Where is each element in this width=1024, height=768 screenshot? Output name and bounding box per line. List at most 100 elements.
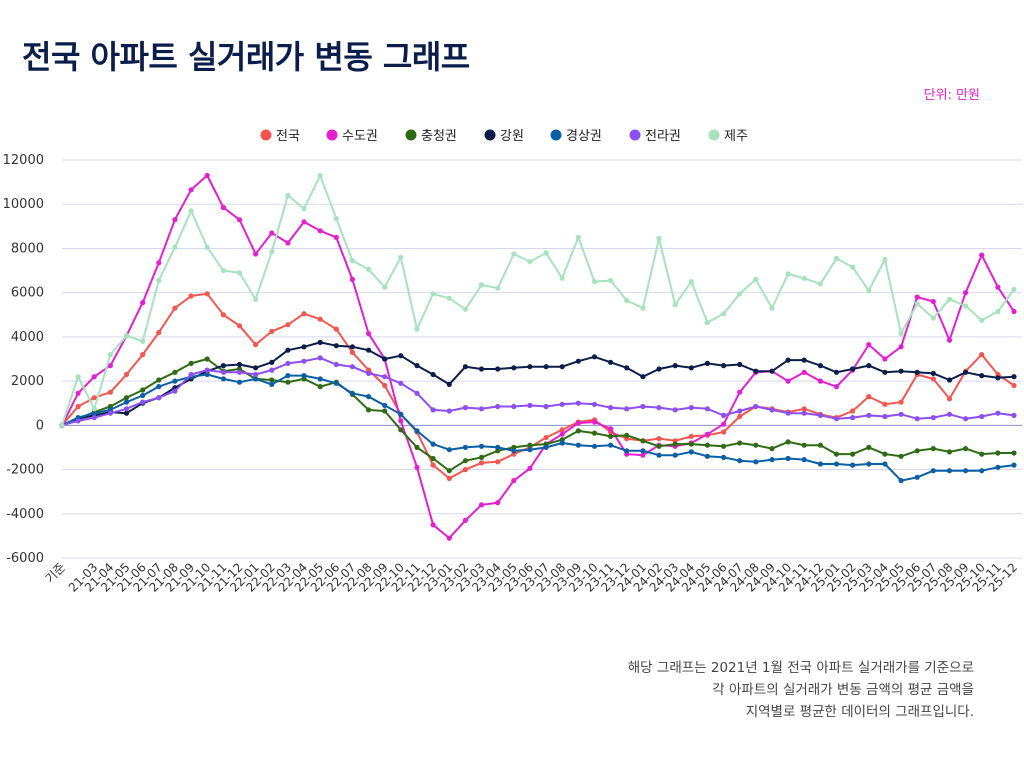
data-point bbox=[269, 249, 275, 255]
data-point bbox=[930, 376, 936, 382]
data-point bbox=[156, 277, 162, 284]
data-point bbox=[688, 449, 694, 455]
data-point bbox=[882, 401, 888, 407]
data-point bbox=[301, 206, 307, 212]
data-point bbox=[349, 276, 355, 282]
legend-marker bbox=[708, 129, 720, 141]
data-point bbox=[333, 326, 339, 332]
data-point bbox=[462, 405, 468, 411]
data-point bbox=[317, 384, 323, 390]
data-point bbox=[704, 406, 711, 412]
data-point bbox=[914, 301, 920, 307]
data-point bbox=[608, 359, 614, 365]
data-point bbox=[833, 416, 840, 422]
data-point bbox=[737, 291, 743, 297]
data-point bbox=[559, 401, 565, 407]
data-point bbox=[478, 460, 485, 466]
data-point bbox=[898, 399, 904, 405]
data-point bbox=[156, 329, 162, 336]
data-point bbox=[398, 254, 404, 260]
data-point bbox=[123, 406, 130, 412]
data-point bbox=[462, 306, 468, 312]
data-point bbox=[721, 311, 727, 317]
data-point bbox=[946, 377, 953, 383]
data-point bbox=[366, 331, 372, 337]
data-point bbox=[946, 411, 953, 417]
data-point bbox=[1011, 374, 1017, 380]
data-point bbox=[123, 399, 130, 405]
data-point bbox=[624, 297, 630, 303]
data-point bbox=[575, 358, 581, 364]
data-point bbox=[236, 217, 243, 223]
data-point bbox=[75, 390, 81, 396]
data-point bbox=[446, 295, 452, 301]
data-point bbox=[220, 369, 226, 375]
data-point bbox=[753, 276, 759, 282]
series-line bbox=[61, 356, 1015, 427]
data-point bbox=[608, 426, 614, 432]
data-point bbox=[91, 374, 97, 380]
data-point bbox=[753, 368, 759, 374]
data-point bbox=[575, 420, 581, 426]
series-line bbox=[61, 174, 1015, 540]
data-point bbox=[75, 418, 81, 424]
data-point bbox=[527, 402, 533, 408]
data-point bbox=[1011, 462, 1017, 468]
data-point bbox=[349, 344, 355, 350]
data-point bbox=[382, 402, 388, 408]
series-line bbox=[61, 341, 1015, 427]
data-point bbox=[672, 407, 678, 413]
data-point bbox=[979, 317, 985, 323]
data-point bbox=[156, 384, 162, 390]
data-point bbox=[785, 410, 791, 416]
data-point bbox=[204, 291, 210, 297]
y-axis: 12000 10000 8000 6000 4000 2000 0 -2000 -4000 -60… bbox=[3, 153, 44, 566]
data-point bbox=[737, 361, 743, 368]
data-point bbox=[866, 444, 872, 450]
x-tick-label: 기준 bbox=[43, 560, 69, 586]
data-point bbox=[543, 250, 549, 256]
data-point bbox=[285, 322, 291, 328]
data-point bbox=[672, 363, 678, 369]
data-point bbox=[123, 410, 130, 416]
data-point bbox=[833, 451, 840, 457]
data-point bbox=[930, 446, 936, 452]
data-point bbox=[285, 192, 291, 198]
chart-note: 해당 그래프는 2021년 1월 전국 아파트 실거래가를 기준으로 각 아파트… bbox=[628, 657, 974, 723]
data-point bbox=[414, 428, 420, 434]
data-point bbox=[172, 388, 178, 394]
data-point bbox=[963, 303, 969, 309]
data-point bbox=[753, 442, 759, 448]
data-point bbox=[414, 464, 420, 470]
data-point bbox=[188, 371, 194, 378]
data-point bbox=[253, 376, 259, 382]
data-point bbox=[882, 413, 888, 420]
data-point bbox=[769, 305, 775, 311]
data-point bbox=[930, 415, 936, 421]
data-point bbox=[785, 271, 791, 277]
data-point bbox=[140, 399, 146, 405]
series-lines bbox=[59, 172, 1017, 541]
data-point bbox=[253, 371, 259, 378]
data-point bbox=[591, 401, 598, 407]
data-point bbox=[608, 442, 614, 448]
data-point bbox=[301, 219, 307, 225]
data-point bbox=[946, 337, 953, 343]
data-point bbox=[430, 462, 436, 468]
data-point bbox=[398, 380, 404, 386]
data-point bbox=[946, 396, 953, 402]
data-point bbox=[801, 275, 807, 281]
data-point bbox=[640, 438, 646, 444]
data-point bbox=[462, 364, 468, 370]
data-point bbox=[349, 364, 355, 370]
series-line bbox=[61, 358, 1014, 472]
data-point bbox=[963, 416, 969, 422]
data-point bbox=[591, 279, 598, 285]
data-point bbox=[801, 357, 807, 363]
data-point bbox=[704, 319, 711, 326]
data-point bbox=[156, 377, 162, 383]
data-point bbox=[301, 373, 307, 379]
data-point bbox=[317, 376, 323, 382]
data-point bbox=[430, 441, 436, 447]
data-point bbox=[527, 442, 533, 448]
